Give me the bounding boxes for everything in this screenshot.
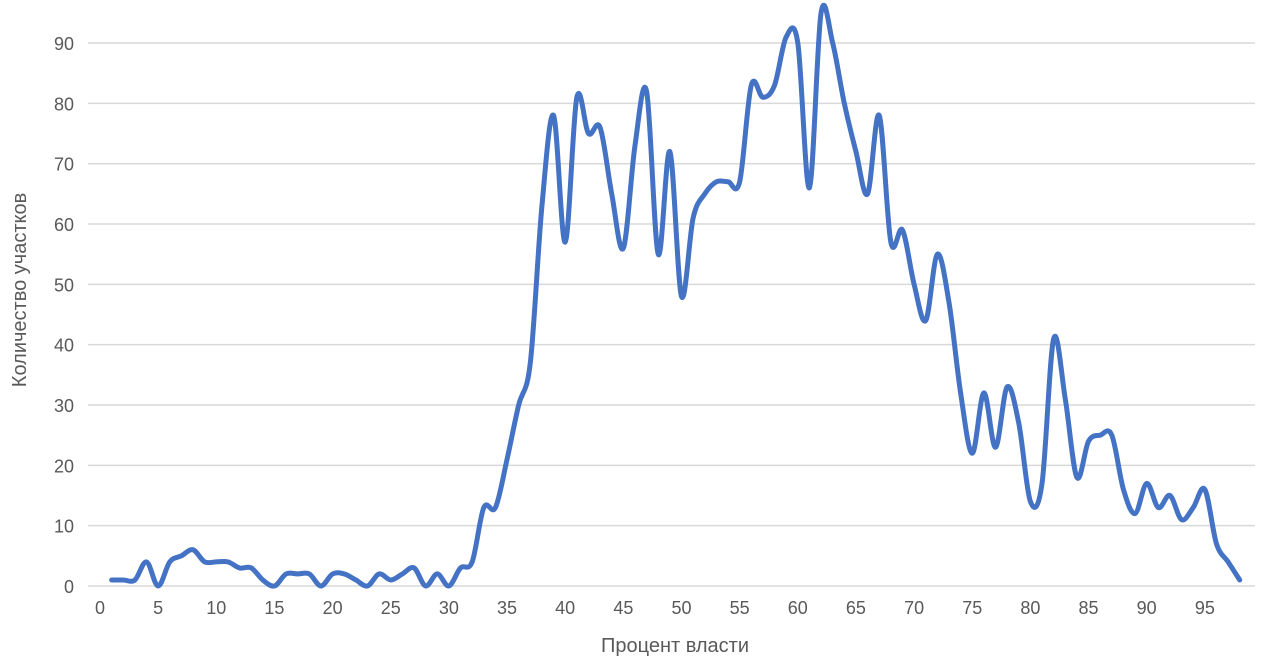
x-axis-ticks: 0 5 10 15 20 25 30 35 40 45 50 55 60 65 70 75 80 85 90 95 — [95, 598, 1215, 618]
series-line — [109, 2, 1243, 589]
x-tick-label: 30 — [439, 598, 459, 618]
x-tick-label: 85 — [1079, 598, 1099, 618]
x-tick-label: 15 — [264, 598, 284, 618]
y-tick-label: 50 — [54, 275, 74, 295]
x-tick-label: 25 — [381, 598, 401, 618]
x-tick-label: 45 — [613, 598, 633, 618]
x-tick-label: 0 — [95, 598, 105, 618]
gridlines — [88, 42, 1255, 587]
x-tick-label: 20 — [323, 598, 343, 618]
y-tick-label: 10 — [54, 517, 74, 537]
x-tick-label: 65 — [846, 598, 866, 618]
x-tick-label: 70 — [904, 598, 924, 618]
x-tick-label: 40 — [555, 598, 575, 618]
y-tick-label: 70 — [54, 155, 74, 175]
x-tick-label: 35 — [497, 598, 517, 618]
x-tick-label: 5 — [153, 598, 163, 618]
y-tick-label: 90 — [54, 34, 74, 54]
y-axis-ticks: 0 10 20 30 40 50 60 70 80 90 — [54, 34, 74, 597]
y-tick-label: 60 — [54, 215, 74, 235]
y-tick-label: 0 — [64, 577, 74, 597]
x-tick-label: 10 — [206, 598, 226, 618]
x-tick-label: 55 — [730, 598, 750, 618]
x-tick-label: 75 — [962, 598, 982, 618]
y-tick-label: 30 — [54, 396, 74, 416]
x-tick-label: 95 — [1195, 598, 1215, 618]
x-tick-label: 60 — [788, 598, 808, 618]
y-axis-title: Количество участков — [9, 193, 31, 387]
x-tick-label: 80 — [1020, 598, 1040, 618]
x-tick-label: 50 — [671, 598, 691, 618]
x-tick-label: 90 — [1137, 598, 1157, 618]
y-tick-label: 20 — [54, 456, 74, 476]
x-axis-title: Процент власти — [601, 635, 749, 657]
y-tick-label: 40 — [54, 336, 74, 356]
y-tick-label: 80 — [54, 94, 74, 114]
